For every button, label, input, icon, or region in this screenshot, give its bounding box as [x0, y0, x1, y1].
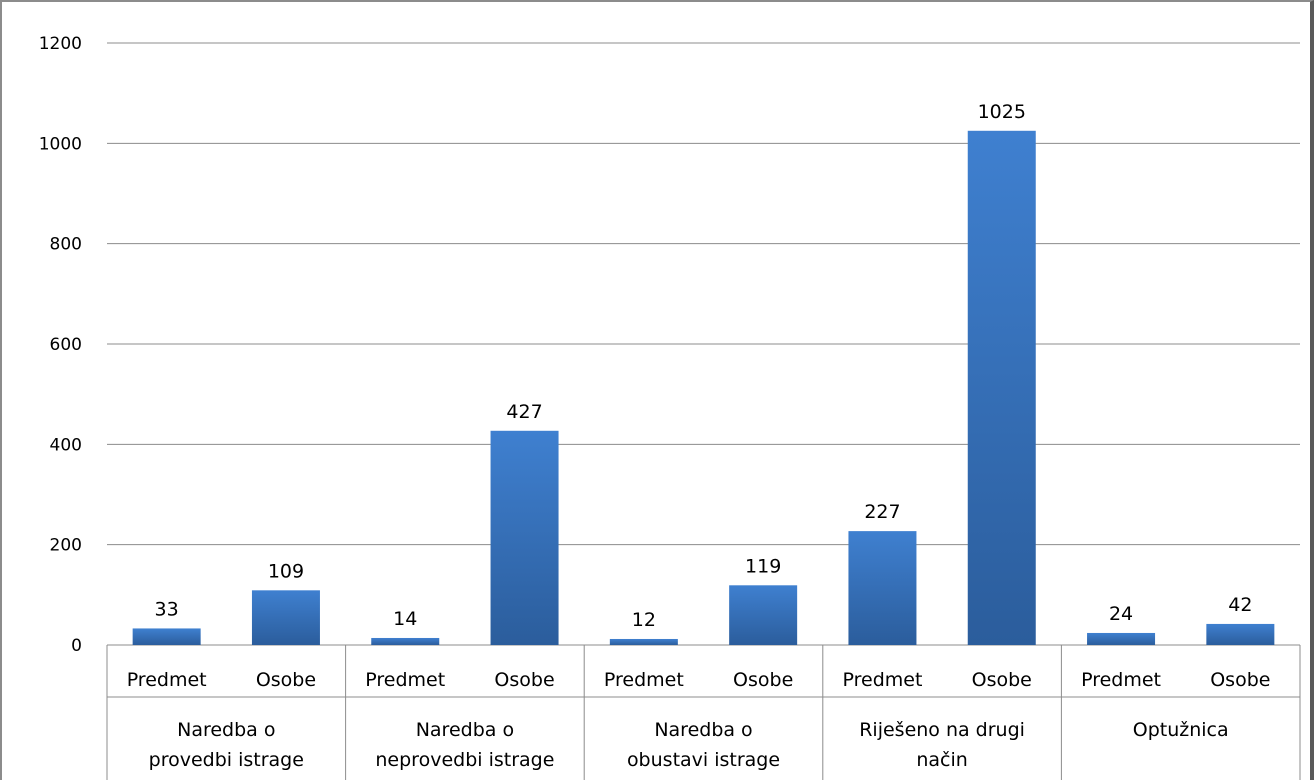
group-label: Riješeno na drugi: [859, 719, 1025, 741]
data-label: 227: [864, 501, 900, 523]
group-label: način: [916, 749, 967, 771]
bar: [967, 130, 1036, 645]
bar-category-label: Predmet: [365, 669, 445, 691]
data-label: 1025: [978, 101, 1026, 123]
group-label: Naredba o: [654, 719, 752, 741]
y-tick-label: 600: [50, 335, 82, 355]
bar-category-label: Predmet: [604, 669, 684, 691]
bar: [490, 430, 559, 645]
bar: [132, 628, 201, 645]
data-label: 119: [745, 555, 781, 577]
bar-category-label: Predmet: [127, 669, 207, 691]
labels: 0 200 400 600 800 1000 1200 33 Predmet 109 Osobe 14…: [39, 34, 1271, 771]
group-label: Naredba o: [416, 719, 514, 741]
bar: [1206, 623, 1275, 645]
group-label: provedbi istrage: [149, 749, 304, 771]
bar-category-label: Osobe: [494, 669, 554, 691]
gridlines: [107, 42, 1300, 646]
data-label: 427: [506, 401, 542, 423]
bar: [251, 590, 320, 645]
bar: [609, 638, 678, 645]
data-label: 14: [393, 608, 417, 630]
data-label: 42: [1228, 594, 1252, 616]
bars: [132, 130, 1275, 645]
bar-category-label: Osobe: [733, 669, 793, 691]
data-label: 12: [632, 609, 656, 631]
bar-category-label: Predmet: [1081, 669, 1161, 691]
bar: [371, 637, 440, 645]
bar-category-label: Predmet: [842, 669, 922, 691]
bar-category-label: Osobe: [972, 669, 1032, 691]
bar-category-label: Osobe: [1210, 669, 1270, 691]
data-label: 33: [155, 598, 179, 620]
y-tick-label: 0: [71, 636, 82, 656]
y-tick-label: 400: [50, 435, 82, 455]
group-label: neprovedbi istrage: [375, 749, 554, 771]
bar: [1087, 632, 1156, 645]
data-label: 24: [1109, 603, 1133, 625]
y-tick-label: 800: [50, 235, 82, 255]
y-tick-label: 1200: [39, 34, 82, 54]
bar-category-label: Osobe: [256, 669, 316, 691]
y-tick-label: 200: [50, 536, 82, 556]
data-label: 109: [268, 560, 304, 582]
bar: [848, 531, 917, 645]
group-label: Naredba o: [177, 719, 275, 741]
group-label: obustavi istrage: [627, 749, 780, 771]
group-label: Optužnica: [1133, 719, 1229, 741]
y-tick-label: 1000: [39, 134, 82, 154]
bar: [729, 585, 798, 645]
